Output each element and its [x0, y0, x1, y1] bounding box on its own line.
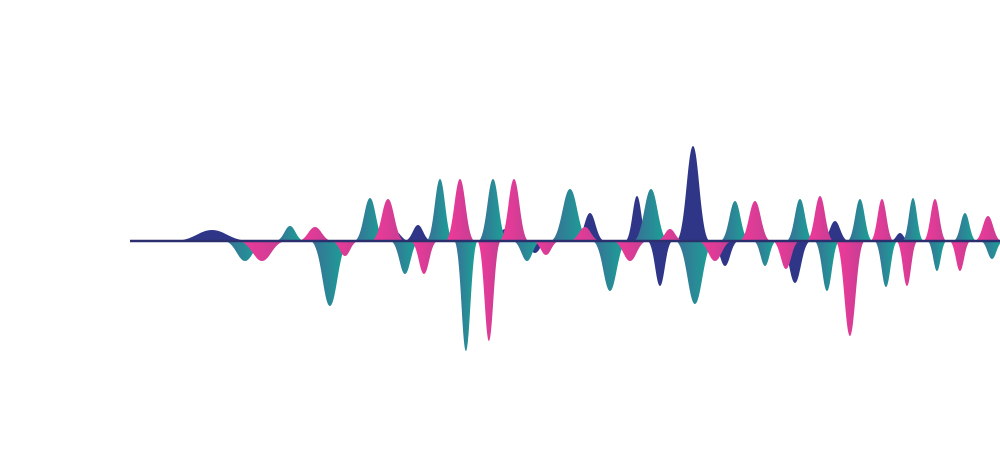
wave-lobe	[297, 227, 333, 241]
wave-lobe	[390, 241, 420, 274]
wave-lobe	[237, 241, 287, 261]
wave-lobe	[974, 216, 1000, 241]
wave-lobe	[477, 241, 501, 341]
wave-lobe	[499, 179, 529, 241]
wave-lobe	[953, 213, 977, 241]
wave-lobe	[426, 179, 454, 241]
wave-lobe	[275, 226, 305, 241]
wave-lobe	[371, 199, 405, 241]
wave-lobe	[532, 241, 560, 255]
wave-lobe	[739, 201, 771, 241]
wave-lobe	[612, 241, 648, 261]
wave-lobe	[354, 198, 386, 241]
wave-lobe	[697, 241, 733, 261]
wave-lobe	[569, 227, 601, 241]
wave-lobe	[310, 241, 350, 306]
wave-lobe	[806, 196, 834, 241]
wave-lobe	[331, 241, 359, 256]
wave-lobe	[512, 241, 542, 261]
wave-lobe	[786, 199, 814, 241]
wave-lobe	[404, 225, 432, 241]
wave-lobe	[720, 201, 750, 241]
pink-wave	[237, 179, 1000, 341]
wave-lobe	[550, 189, 590, 241]
wave-lobe	[835, 241, 865, 336]
wave-lobe	[753, 241, 777, 266]
wave-lobe	[478, 179, 508, 241]
wave-lobe	[980, 241, 1000, 259]
wave-lobe	[923, 199, 947, 241]
wave-lobe	[445, 179, 475, 241]
wave-lobe	[454, 241, 478, 351]
wave-lobe	[172, 230, 252, 241]
wave-lobe	[814, 241, 840, 291]
wave-lobe	[647, 241, 673, 286]
wave-lobe	[592, 241, 628, 291]
wave-lobe	[902, 198, 924, 241]
wave-lobe	[870, 199, 894, 241]
wave-lobe	[847, 199, 873, 241]
wave-lobe	[410, 241, 438, 274]
wave-lobe	[874, 241, 898, 287]
wave-lobe	[949, 241, 971, 271]
wave-lobe	[676, 146, 710, 241]
wave-lobe	[633, 189, 669, 241]
wave-lobe	[675, 241, 715, 304]
wave-lobe	[927, 241, 947, 271]
wave-lobe	[656, 229, 684, 241]
wave-lobe	[772, 241, 800, 269]
wave-lobe	[896, 241, 918, 286]
